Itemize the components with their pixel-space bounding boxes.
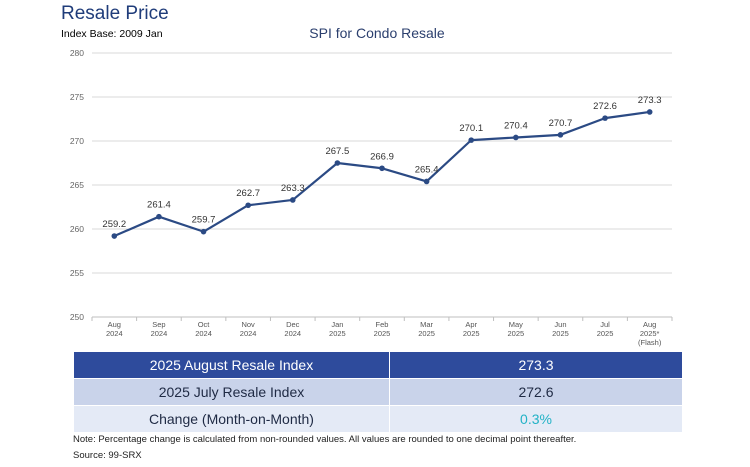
- x-tick-label: 2025: [418, 329, 435, 338]
- data-point: [111, 233, 118, 239]
- x-tick-label: 2024: [151, 329, 168, 338]
- data-label: 272.6: [593, 101, 617, 112]
- x-tick-label: Apr: [465, 320, 477, 329]
- x-tick-label: 2025: [329, 329, 346, 338]
- data-label: 267.5: [325, 146, 349, 157]
- x-tick-label: Sep: [152, 320, 165, 329]
- x-tick-label: 2024: [240, 329, 257, 338]
- data-label: 262.7: [236, 188, 260, 199]
- x-tick-label: 2025: [597, 329, 614, 338]
- x-tick-label: Feb: [376, 320, 389, 329]
- x-tick-label: 2025: [374, 329, 391, 338]
- data-label: 259.2: [102, 219, 126, 230]
- y-tick-label: 265: [70, 180, 84, 190]
- data-label: 265.4: [415, 164, 439, 175]
- data-label: 270.7: [549, 118, 573, 129]
- x-tick-label: (Flash): [638, 338, 662, 347]
- data-point: [156, 213, 162, 220]
- data-point: [468, 137, 475, 143]
- data-point: [423, 178, 430, 185]
- data-point: [334, 160, 341, 166]
- table-row-value: 272.6: [389, 378, 683, 406]
- y-tick-label: 270: [70, 136, 84, 146]
- data-point: [245, 202, 251, 209]
- data-label: 259.7: [192, 215, 216, 226]
- data-point: [513, 134, 519, 141]
- summary-table: 2025 August Resale Index 273.3 2025 July…: [73, 351, 683, 433]
- data-point: [379, 165, 385, 172]
- chart-title: SPI for Condo Resale: [309, 25, 445, 41]
- line-chart: 250255260265270275280Aug2024Sep2024Oct20…: [70, 48, 673, 347]
- x-tick-label: 2024: [195, 329, 212, 338]
- x-tick-label: 2024: [106, 329, 123, 338]
- data-label: 263.3: [281, 183, 305, 194]
- table-row: 2025 August Resale Index 273.3: [73, 351, 683, 379]
- table-row-label: 2025 August Resale Index: [73, 351, 390, 379]
- x-tick-label: 2025: [463, 329, 480, 338]
- table-row-value: 0.3%: [389, 405, 683, 433]
- y-tick-label: 250: [70, 312, 84, 322]
- table-row-value: 273.3: [389, 351, 683, 379]
- x-tick-label: May: [509, 320, 523, 329]
- source-label: Source: 99-SRX: [73, 450, 142, 461]
- x-tick-label: Jul: [600, 320, 610, 329]
- table-row-label: Change (Month-on-Month): [73, 405, 390, 433]
- x-tick-label: Aug: [108, 320, 121, 329]
- data-label: 270.4: [504, 120, 528, 131]
- x-tick-label: Aug: [643, 320, 656, 329]
- x-tick-label: Oct: [198, 320, 211, 329]
- data-point: [289, 197, 296, 203]
- y-tick-label: 255: [70, 268, 84, 278]
- x-tick-label: Dec: [286, 320, 300, 329]
- y-tick-label: 260: [70, 224, 84, 234]
- data-point: [557, 132, 564, 138]
- x-tick-label: 2025: [508, 329, 525, 338]
- x-tick-label: 2025: [552, 329, 569, 338]
- data-label: 273.3: [638, 95, 662, 106]
- table-row: Change (Month-on-Month) 0.3%: [73, 405, 683, 433]
- x-tick-label: 2025*: [640, 329, 660, 338]
- x-tick-label: Jun: [554, 320, 566, 329]
- x-tick-label: Mar: [420, 320, 433, 329]
- x-tick-label: Jan: [331, 320, 343, 329]
- x-tick-label: 2024: [284, 329, 301, 338]
- table-row-label: 2025 July Resale Index: [73, 378, 390, 406]
- y-tick-label: 280: [70, 48, 84, 58]
- data-point: [646, 109, 653, 115]
- data-label: 270.1: [459, 123, 483, 134]
- x-tick-label: Nov: [241, 320, 255, 329]
- footnote: Note: Percentage change is calculated fr…: [73, 434, 577, 445]
- page-title: Resale Price: [61, 3, 169, 24]
- data-point: [200, 228, 207, 235]
- data-point: [602, 115, 608, 121]
- data-label: 261.4: [147, 200, 171, 211]
- table-row: 2025 July Resale Index 272.6: [73, 378, 683, 406]
- y-tick-label: 275: [70, 92, 84, 102]
- index-base-label: Index Base: 2009 Jan: [61, 28, 163, 40]
- data-label: 266.9: [370, 151, 394, 162]
